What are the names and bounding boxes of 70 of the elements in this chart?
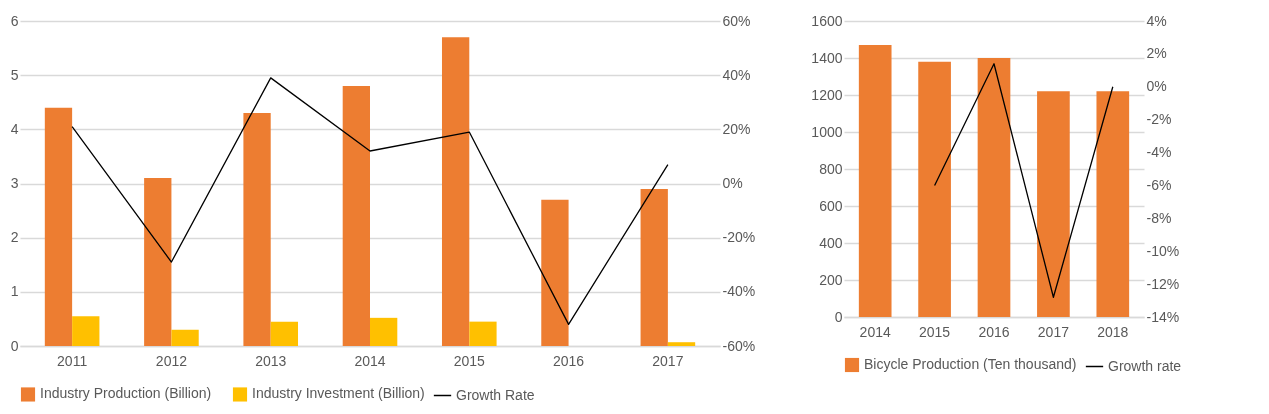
y-tick-label: 400 xyxy=(819,234,843,251)
legend-label: Industry Production (Billion) xyxy=(40,385,212,402)
bar xyxy=(441,37,470,346)
x-tick-label: 2013 xyxy=(255,352,287,369)
y2-tick-label: -14% xyxy=(1146,308,1180,325)
y-tick-label: 1000 xyxy=(811,123,843,140)
y2-tick-label: -40% xyxy=(722,283,756,300)
y-tick-label: 1200 xyxy=(811,86,843,103)
y-tick-label: 1600 xyxy=(811,12,843,29)
x-tick-label: 2015 xyxy=(919,323,951,340)
bar xyxy=(1096,91,1130,317)
bar xyxy=(640,188,668,346)
y-tick-label: 800 xyxy=(819,160,843,177)
line-series xyxy=(71,77,669,325)
y-tick-label: 4 xyxy=(10,120,19,137)
legend-label: Bicycle Production (Ten thousand) xyxy=(864,356,1077,372)
x-tick-label: 2016 xyxy=(978,323,1010,340)
y2-tick-label: -4% xyxy=(1146,144,1172,161)
x-tick-label: 2014 xyxy=(354,352,386,369)
y2-tick-label: -12% xyxy=(1146,275,1180,292)
bar xyxy=(44,107,73,346)
y2-tick-label: 0% xyxy=(1146,78,1167,95)
y2-tick-label: 60% xyxy=(722,12,751,29)
y2-tick-label: -2% xyxy=(1146,111,1172,128)
bar xyxy=(72,316,100,346)
y2-tick-label: 4% xyxy=(1146,12,1167,29)
bar xyxy=(541,199,569,346)
bar xyxy=(858,45,892,317)
y-tick-label: 1 xyxy=(10,283,19,300)
y-tick-label: 0 xyxy=(834,308,843,325)
y2-tick-label: 40% xyxy=(722,66,751,83)
line-series xyxy=(933,63,1114,298)
y-tick-label: 600 xyxy=(819,197,843,214)
y2-tick-label: -20% xyxy=(722,229,756,246)
y2-tick-label: -6% xyxy=(1146,176,1172,193)
x-tick-label: 2016 xyxy=(553,352,585,369)
y-tick-label: 200 xyxy=(819,271,843,288)
legend-label: Growth Rate xyxy=(456,386,535,403)
bar xyxy=(370,317,398,346)
bar xyxy=(977,58,1011,317)
bar xyxy=(918,61,951,317)
y2-tick-label: 2% xyxy=(1146,45,1167,62)
x-tick-label: 2017 xyxy=(652,352,684,369)
y2-tick-label: 20% xyxy=(722,120,751,137)
x-tick-label: 2018 xyxy=(1097,323,1129,340)
bar xyxy=(270,321,299,346)
bar xyxy=(243,113,271,346)
legend-label: Industry Investment (Billion) xyxy=(252,385,425,402)
y-tick-label: 6 xyxy=(10,12,19,29)
y2-tick-label: -8% xyxy=(1146,209,1172,226)
y-tick-label: 1400 xyxy=(811,49,843,66)
bar xyxy=(667,342,696,346)
y-tick-label: 5 xyxy=(10,66,19,83)
legend-label: Growth rate xyxy=(1108,357,1182,374)
bar xyxy=(469,321,497,346)
bar xyxy=(342,86,370,346)
y-tick-label: 0 xyxy=(10,337,19,354)
x-tick-label: 2011 xyxy=(57,352,88,369)
y2-tick-label: -10% xyxy=(1146,242,1180,259)
bar xyxy=(1037,91,1070,317)
x-tick-label: 2017 xyxy=(1037,323,1070,340)
y-tick-label: 3 xyxy=(10,175,19,191)
y2-tick-label: 0% xyxy=(722,175,743,191)
x-tick-label: 2014 xyxy=(859,323,891,340)
x-tick-label: 2012 xyxy=(155,352,188,369)
y-tick-label: 2 xyxy=(10,229,19,246)
x-tick-label: 2015 xyxy=(453,352,486,369)
bar xyxy=(144,178,172,346)
bar xyxy=(171,329,199,346)
y2-tick-label: -60% xyxy=(722,337,756,354)
